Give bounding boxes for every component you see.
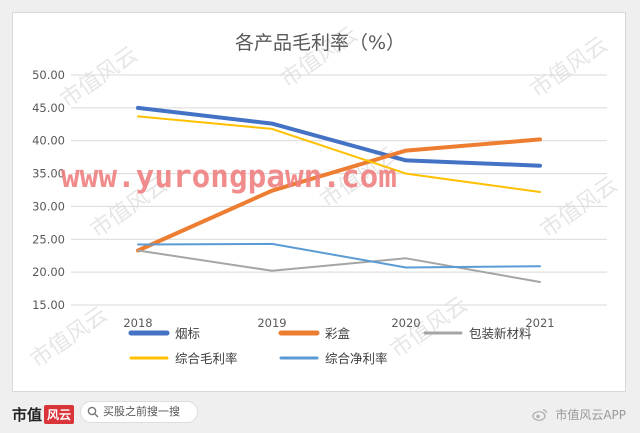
- x-tick-label: 2018: [123, 316, 152, 330]
- search-icon: [87, 406, 99, 418]
- series-line-5: [137, 242, 541, 269]
- y-tick-label: 25.00: [32, 232, 65, 246]
- brand-mark: 风云: [44, 405, 75, 424]
- legend-label: 烟标: [175, 326, 200, 341]
- weibo-text: 市值风云APP: [555, 408, 626, 422]
- watermark-tile: 市值风云: [536, 172, 622, 243]
- x-tick-label: 2019: [257, 316, 286, 330]
- weibo-credit: 市值风云APP: [532, 406, 626, 423]
- legend-label: 包装新材料: [469, 326, 532, 341]
- footer-bar: 市值 风云 买股之前搜一搜 市值风云APP: [0, 396, 640, 433]
- y-tick-label: 45.00: [32, 101, 65, 115]
- y-tick-label: 50.00: [32, 68, 65, 82]
- watermark-tile: 市值风云: [26, 302, 112, 373]
- x-tick-label: 2021: [525, 316, 554, 330]
- watermark-tile: 市值风云: [526, 32, 612, 103]
- chart-title: 各产品毛利率（%）: [235, 32, 405, 54]
- chart-card: 市值风云 市值风云 市值风云 市值风云 市值风云 市值风云 市值风云 市值风云 各产品毛利率（%…: [12, 12, 626, 392]
- y-tick-label: 20.00: [32, 265, 65, 279]
- series-line-2: [136, 137, 542, 253]
- legend-label: 彩盒: [325, 326, 351, 341]
- legend-label: 综合净利率: [325, 351, 388, 366]
- brand-name: 市值: [12, 406, 43, 424]
- series-line-1: [136, 105, 542, 168]
- series-line-3: [137, 249, 541, 283]
- y-tick-label: 15.00: [32, 298, 65, 312]
- watermark-tile: 市值风云: [56, 42, 142, 113]
- y-tick-label: 40.00: [32, 134, 65, 148]
- brand-logo: 市值 风云: [12, 404, 75, 425]
- y-tick-label: 35.00: [32, 167, 65, 181]
- url-watermark: www.yurongpawn.com: [61, 159, 397, 195]
- x-tick-label: 2020: [391, 316, 420, 330]
- search-prompt: 买股之前搜一搜: [103, 405, 180, 418]
- search-box[interactable]: 买股之前搜一搜: [80, 401, 198, 423]
- legend-label: 综合毛利率: [175, 351, 238, 366]
- y-tick-label: 30.00: [32, 199, 65, 213]
- series-line-4: [137, 115, 541, 193]
- weibo-icon: [532, 409, 548, 421]
